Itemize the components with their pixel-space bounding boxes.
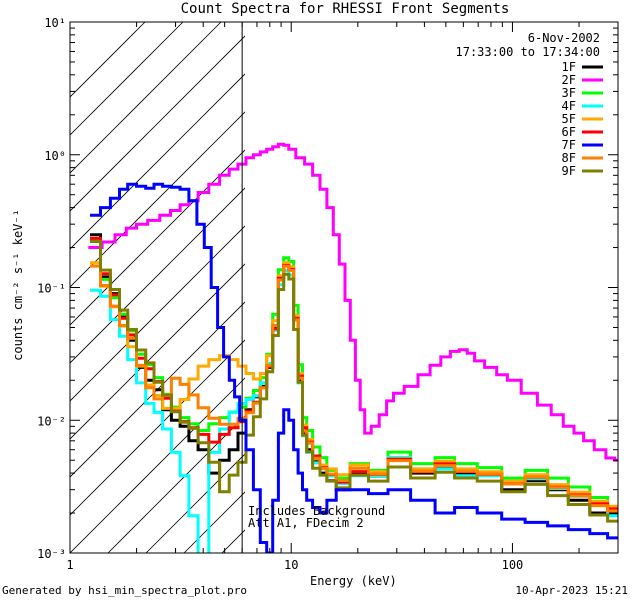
hatch-line	[70, 73, 245, 250]
hatch-line	[70, 263, 245, 440]
legend-label-2f: 2F	[562, 73, 576, 87]
hatch-line	[70, 339, 245, 516]
legend-label-4f: 4F	[562, 99, 576, 113]
legend-label-7f: 7F	[562, 138, 576, 152]
hatch-line	[107, 415, 245, 553]
footer-right: 10-Apr-2023 15:21	[515, 584, 628, 597]
x-tick-label: 1	[66, 558, 73, 572]
hatched-region	[70, 22, 640, 553]
hatch-line	[70, 225, 245, 402]
series-2f-line	[88, 142, 618, 462]
attenuator-note-line1: Includes Background	[248, 504, 386, 518]
x-tick-label: 100	[502, 558, 524, 572]
legend-label-5f: 5F	[562, 112, 576, 126]
hatch-line	[70, 377, 245, 553]
y-tick-label: 10⁻²	[37, 414, 66, 428]
hatch-line	[602, 22, 640, 553]
chart-title: Count Spectra for RHESSI Front Segments	[180, 1, 510, 17]
legend-label-3f: 3F	[562, 86, 576, 100]
date-label: 6-Nov-2002	[527, 31, 600, 45]
series-7f-line	[90, 182, 618, 553]
hatch-line	[70, 301, 245, 478]
y-axis-label: counts cm⁻² s⁻¹ keV⁻¹	[10, 209, 25, 361]
legend-label-6f: 6F	[562, 125, 576, 139]
footer-left: Generated by hsi_min_spectra_plot.pro	[2, 584, 248, 597]
axis-ticks: 1 10 100 10⁻³ 10⁻² 10⁻¹ 10⁰ 10¹	[37, 16, 619, 572]
x-axis-label: Energy (keV)	[310, 574, 397, 588]
y-tick-label: 10⁻¹	[37, 282, 66, 296]
legend-label-1f: 1F	[562, 60, 576, 74]
attenuator-note-line2: Att A1, FDecim 2	[248, 516, 364, 530]
legend-label-8f: 8F	[562, 151, 576, 165]
hatch-line	[70, 22, 184, 136]
series-9f-line	[90, 240, 618, 523]
hatch-line	[70, 22, 222, 174]
y-tick-label: 10⁰	[44, 149, 66, 163]
hatch-line	[145, 453, 245, 553]
y-tick-label: 10⁻³	[37, 547, 66, 561]
hatch-line	[70, 187, 245, 364]
y-tick-label: 10¹	[44, 16, 66, 30]
legend-label-9f: 9F	[562, 164, 576, 178]
time-range-label: 17:33:00 to 17:34:00	[455, 45, 601, 59]
series-layer	[88, 142, 618, 553]
hatch-line	[70, 35, 245, 212]
x-tick-label: 10	[284, 558, 298, 572]
